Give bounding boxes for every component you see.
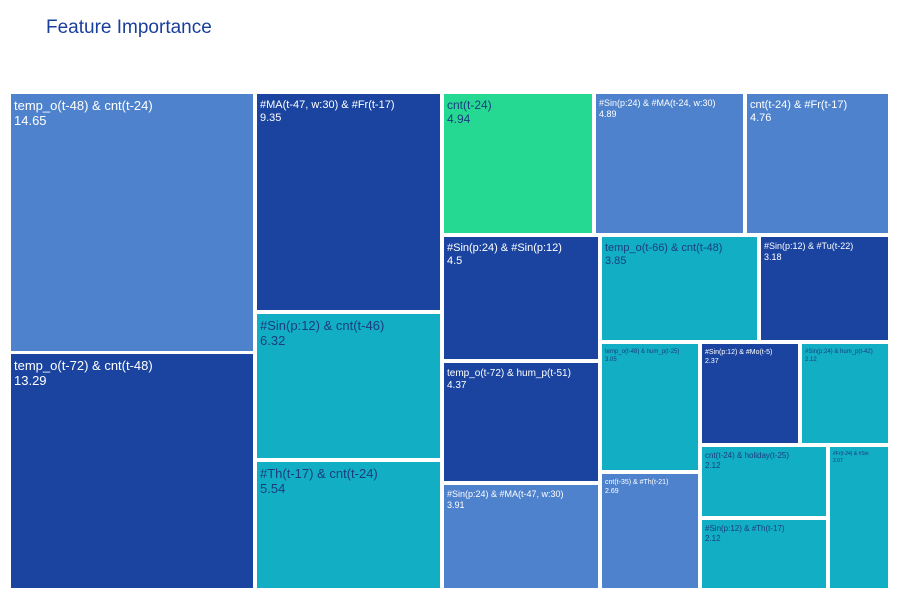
treemap-tile-rect[interactable] [800,342,890,445]
treemap-tile-rect[interactable] [745,92,890,235]
treemap-tile-value: 2.12 [705,461,721,470]
treemap-tile-temp-o-t-48-cnt-t-24[interactable]: temp_o(t-48) & cnt(t-24)14.65 [9,92,255,353]
treemap-tile-label: #Sin(p:12) & cnt(t-46) [260,318,384,333]
treemap-tile-value: 4.94 [447,112,471,126]
treemap-tile-sin-p-24-ma-t-47-w-30[interactable]: #Sin(p:24) & #MA(t-47, w:30)3.91 [442,483,600,590]
treemap-tile-rect[interactable] [255,460,442,590]
treemap-tile-value: 13.29 [14,373,47,388]
treemap-tile-label: #Sin(p:12) & #Th(t-17) [705,524,785,533]
treemap-tile-label: cnt(t-35) & #Th(t-21) [605,479,668,486]
treemap-tile-label: cnt(t-24) & holiday(t-25) [705,451,789,460]
treemap-tile-label: #Th(t-17) & cnt(t-24) [260,466,378,481]
treemap-tile-label: temp_o(t-48) & cnt(t-24) [14,98,153,113]
treemap-tile-rect[interactable] [9,92,255,353]
treemap-tile-temp-o-t-72-hum-p-t-51[interactable]: temp_o(t-72) & hum_p(t-51)4.37 [442,361,600,483]
treemap-tile-cnt-t-24-fr-t-17[interactable]: cnt(t-24) & #Fr(t-17)4.76 [745,92,890,235]
treemap-tile-value: 4.5 [447,255,462,267]
treemap-tile-rect[interactable] [700,342,800,445]
treemap-tile-label: #Sin(p:24) & hum_p(t-42) [805,349,873,355]
treemap-tile-sin-p-12-mo-t-5[interactable]: #Sin(p:12) & #Mo(t-5) 2.37 [700,342,800,445]
treemap-tile-label: temp_o(t-48) & hum_p(t-25) [605,349,679,355]
treemap-tile-rect[interactable] [700,518,828,590]
treemap-tile-label: cnt(t-24) [447,98,492,112]
treemap-tile-label: #Sin(p:24) & #MA(t-24, w:30) [599,98,716,108]
treemap-tile-value: 9.35 [260,112,281,124]
treemap-tile-rect[interactable] [442,235,600,361]
treemap-tile-label: #MA(t-47, w:30) & #Fr(t-17) [260,99,394,111]
treemap-tile-value: 3.18 [764,252,782,262]
treemap-tile-sin-p-12-tu-t-22[interactable]: #Sin(p:12) & #Tu(t-22)3.18 [759,235,890,342]
treemap-tile-sin-p-12-th-t-17[interactable]: #Sin(p:12) & #Th(t-17)2.12 [700,518,828,590]
treemap-tile-label: temp_o(t-72) & hum_p(t-51) [447,368,571,379]
treemap-tile-cnt-t-24[interactable]: cnt(t-24)4.94 [442,92,594,235]
treemap-tile-th-t-17-cnt-t-24[interactable]: #Th(t-17) & cnt(t-24)5.54 [255,460,442,590]
treemap-tile-rect[interactable] [700,445,828,518]
treemap-tile-label: temp_o(t-66) & cnt(t-48) [605,242,722,254]
treemap-tile-value: 2.12 [705,534,721,543]
treemap-tile-value: 5.54 [260,481,285,496]
treemap-tile-label: #Sin(p:12) & #Tu(t-22) [764,241,853,251]
treemap-tile-value: 2.12 [805,357,817,363]
treemap-tile-cnt-t-35-th-t-21[interactable]: cnt(t-35) & #Th(t-21) 2.69 [600,472,700,590]
treemap-tile-value: 3.05 [605,357,617,363]
treemap-tile-rect[interactable] [442,483,600,590]
treemap-tile-rect[interactable] [255,92,442,312]
treemap-tile-value: 14.65 [14,113,47,128]
treemap-tile-rect[interactable] [594,92,745,235]
treemap-tile-label: #Sin(p:24) & #MA(t-47, w:30) [447,489,564,499]
treemap-tile-label: #Sin(p:12) & #Mo(t-5) [705,349,772,356]
treemap-tile-value: 2.69 [605,488,619,495]
treemap-tile-value: 2.07 [833,458,843,464]
treemap-tile-value: 3.85 [605,255,626,267]
treemap-tile-temp-o-t-72-cnt-t-48[interactable]: temp_o(t-72) & cnt(t-48)13.29 [9,352,255,590]
treemap-tile-ma-t-47-w-30-fr-t-17[interactable]: #MA(t-47, w:30) & #Fr(t-17)9.35 [255,92,442,312]
chart-title: Feature Importance [46,17,212,38]
treemap-tile-temp-o-t-66-cnt-t-48[interactable]: temp_o(t-66) & cnt(t-48)3.85 [600,235,759,342]
treemap-tile-value: 4.76 [750,112,771,124]
treemap-tile-value: 6.32 [260,333,285,348]
treemap-tile-rect[interactable] [828,445,890,590]
treemap-tile-label: #Fr(t-24) & #Sin [833,451,869,457]
treemap-tile-rect[interactable] [759,235,890,342]
treemap-tile-label: temp_o(t-72) & cnt(t-48) [14,358,153,373]
treemap-tile-rect[interactable] [600,472,700,590]
treemap-tile-sin-p-24-ma-t-24-w-30[interactable]: #Sin(p:24) & #MA(t-24, w:30)4.89 [594,92,745,235]
treemap-tile-label: cnt(t-24) & #Fr(t-17) [750,99,847,111]
treemap-tile-rect[interactable] [442,361,600,483]
treemap-tile-rect[interactable] [600,342,700,472]
treemap-tile-value: 4.89 [599,109,617,119]
treemap-tile-value: 4.37 [447,380,467,391]
treemap-tile-sin-p-24-sin-p-12[interactable]: #Sin(p:24) & #Sin(p:12)4.5 [442,235,600,361]
treemap-tile-rect[interactable] [600,235,759,342]
treemap-tile-label: #Sin(p:24) & #Sin(p:12) [447,242,562,254]
treemap-tile-value: 2.37 [705,358,719,365]
treemap-tile-rect[interactable] [255,312,442,460]
treemap-tile-value: 3.91 [447,500,465,510]
treemap-tile-temp-o-t-48-hum-p-t-25[interactable]: temp_o(t-48) & hum_p(t-25) 3.05 [600,342,700,472]
treemap-tile-rect[interactable] [442,92,594,235]
treemap-tile-cnt-t-24-holiday-t-25[interactable]: cnt(t-24) & holiday(t-25)2.12 [700,445,828,518]
treemap-tile-sin-p-12-cnt-t-46[interactable]: #Sin(p:12) & cnt(t-46)6.32 [255,312,442,460]
treemap-tile-rect[interactable] [9,352,255,590]
treemap-tile-sin-p-24-hum-p-t-42[interactable]: #Sin(p:24) & hum_p(t-42) 2.12 [800,342,890,445]
